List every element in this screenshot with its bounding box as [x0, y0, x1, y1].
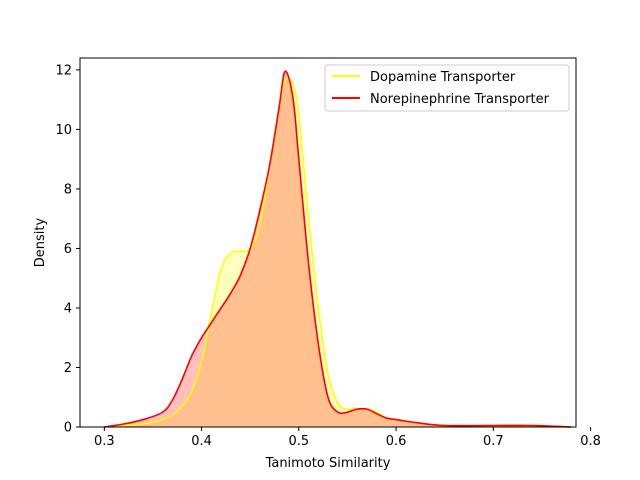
y-tick-label: 10 — [55, 123, 72, 138]
x-tick-label: 0.6 — [386, 434, 407, 449]
x-tick-label: 0.7 — [483, 434, 504, 449]
legend-label-dopamine: Dopamine Transporter — [370, 70, 516, 85]
density-fills — [104, 71, 572, 428]
x-tick-label: 0.5 — [288, 434, 309, 449]
legend-box — [324, 64, 570, 112]
y-tick-label: 0 — [64, 421, 72, 436]
y-tick-label: 12 — [55, 63, 72, 78]
y-tick-label: 4 — [64, 301, 72, 316]
y-axis-label: Density — [33, 217, 48, 267]
density-fill-norepinephrine — [104, 71, 572, 427]
legend-label-norepinephrine: Norepinephrine Transporter — [370, 92, 550, 107]
density-line-norepinephrine — [104, 70, 572, 428]
y-axis-ticks: 0 2 4 6 8 10 12 — [55, 63, 80, 436]
x-tick-label: 0.4 — [191, 434, 212, 449]
density-line-dopamine — [104, 77, 572, 428]
x-tick-label: 0.3 — [94, 434, 115, 449]
density-fill-dopamine — [104, 78, 572, 428]
density-lines — [104, 70, 572, 428]
x-axis-ticks: 0.3 0.4 0.5 0.6 0.7 0.8 — [94, 427, 601, 449]
axes-frame — [79, 57, 577, 428]
y-tick-label: 8 — [64, 182, 72, 197]
x-axis-label: Tanimoto Similarity — [265, 456, 391, 471]
x-tick-label: 0.8 — [580, 434, 601, 449]
legend: Dopamine Transporter Norepinephrine Tran… — [324, 64, 570, 112]
plot-area — [104, 70, 572, 428]
y-tick-label: 6 — [64, 242, 72, 257]
y-tick-label: 2 — [64, 361, 72, 376]
